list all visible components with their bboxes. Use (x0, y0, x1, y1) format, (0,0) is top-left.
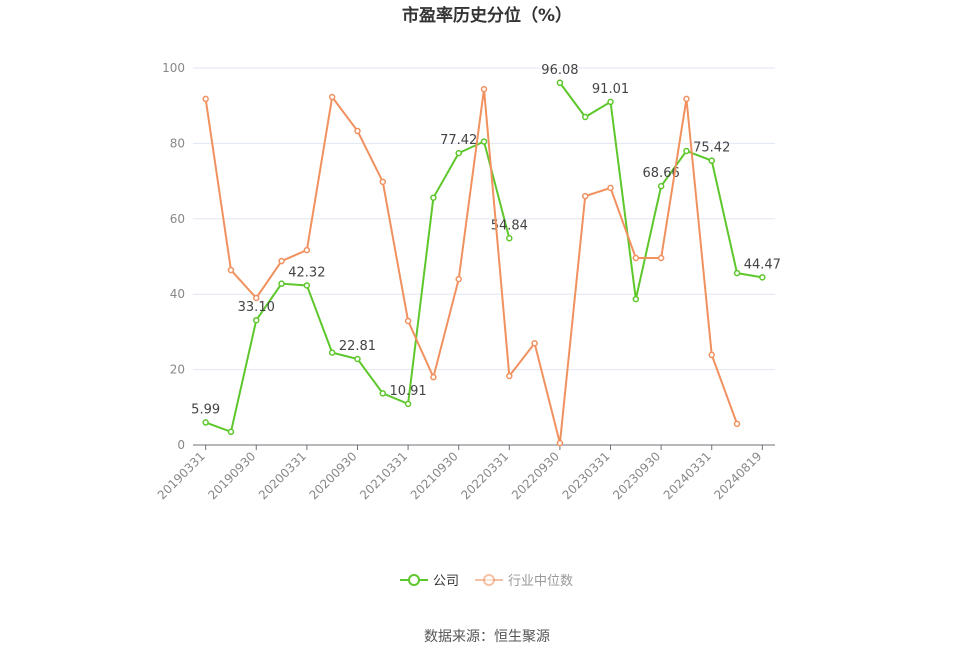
x-tick-label: 20210331 (357, 449, 410, 502)
point (379, 178, 387, 186)
data-label: 54.84 (491, 218, 528, 233)
point (303, 282, 311, 289)
point (480, 138, 488, 145)
point (227, 428, 235, 436)
data-label: 44.47 (744, 257, 781, 272)
point (328, 349, 336, 356)
data-label: 68.66 (643, 166, 680, 181)
point (632, 254, 640, 262)
data-label: 22.81 (339, 339, 376, 354)
data-label: 96.08 (541, 63, 578, 78)
point (278, 280, 285, 287)
point (253, 316, 260, 324)
point (581, 113, 589, 121)
point (581, 192, 589, 200)
data-label: 5.99 (191, 402, 220, 417)
point (430, 373, 437, 381)
point (506, 235, 513, 242)
x-tick-label: 20200331 (256, 449, 309, 502)
legend-marker (483, 574, 495, 586)
point (657, 254, 665, 262)
chart-title: 市盈率历史分位（%） (402, 5, 572, 26)
point (733, 420, 741, 428)
point (455, 275, 462, 283)
point (632, 295, 640, 303)
data-label: 33.10 (238, 300, 275, 315)
x-tick-label: 20190331 (155, 449, 208, 502)
point (683, 95, 690, 103)
x-tick-label: 20210930 (408, 449, 461, 502)
data-label: 91.01 (592, 82, 629, 97)
x-tick-label: 20230930 (610, 449, 663, 502)
point (202, 419, 209, 426)
point (227, 266, 235, 274)
point (354, 355, 361, 363)
point (607, 184, 614, 192)
point (657, 182, 665, 190)
data-label: 77.42 (440, 133, 477, 148)
point (303, 246, 311, 254)
point (328, 93, 336, 101)
point (531, 339, 538, 347)
legend-marker (408, 574, 420, 586)
legend-label: 行业中位数 (508, 574, 573, 589)
x-tick-label: 20240819 (711, 449, 764, 502)
point (683, 147, 690, 155)
y-tick-label: 20 (170, 363, 185, 377)
point (354, 127, 361, 135)
y-tick-label: 80 (170, 136, 185, 150)
point (404, 317, 412, 325)
point (253, 294, 260, 302)
x-tick-label: 20220331 (458, 449, 511, 502)
x-tick-label: 20190930 (205, 449, 258, 502)
point (480, 85, 488, 93)
legend-label: 公司 (433, 574, 459, 589)
point (556, 439, 564, 447)
point (708, 351, 715, 359)
point (455, 149, 462, 157)
point (278, 257, 285, 265)
series-line (204, 88, 738, 444)
y-tick-label: 0 (177, 438, 185, 452)
point (607, 98, 614, 106)
point (506, 372, 513, 380)
data-label: 10.91 (389, 384, 426, 399)
x-tick-label: 20230331 (560, 449, 613, 502)
point (202, 95, 209, 103)
point (404, 400, 412, 408)
y-tick-label: 60 (170, 212, 185, 226)
point (759, 274, 766, 281)
point (430, 194, 437, 201)
x-tick-label: 20200930 (307, 449, 360, 502)
series-line (205, 140, 511, 434)
series-line (559, 82, 763, 300)
data-label: 75.42 (693, 141, 730, 156)
point (379, 390, 387, 397)
y-tick-label: 100 (162, 61, 185, 75)
source-note: 数据来源：恒生聚源 (424, 629, 550, 645)
point (733, 269, 741, 277)
point (556, 79, 564, 87)
x-tick-label: 20220930 (509, 449, 562, 502)
data-label: 42.32 (288, 265, 325, 280)
point (708, 157, 715, 164)
x-tick-label: 20240331 (661, 449, 714, 502)
y-tick-label: 40 (170, 287, 185, 301)
